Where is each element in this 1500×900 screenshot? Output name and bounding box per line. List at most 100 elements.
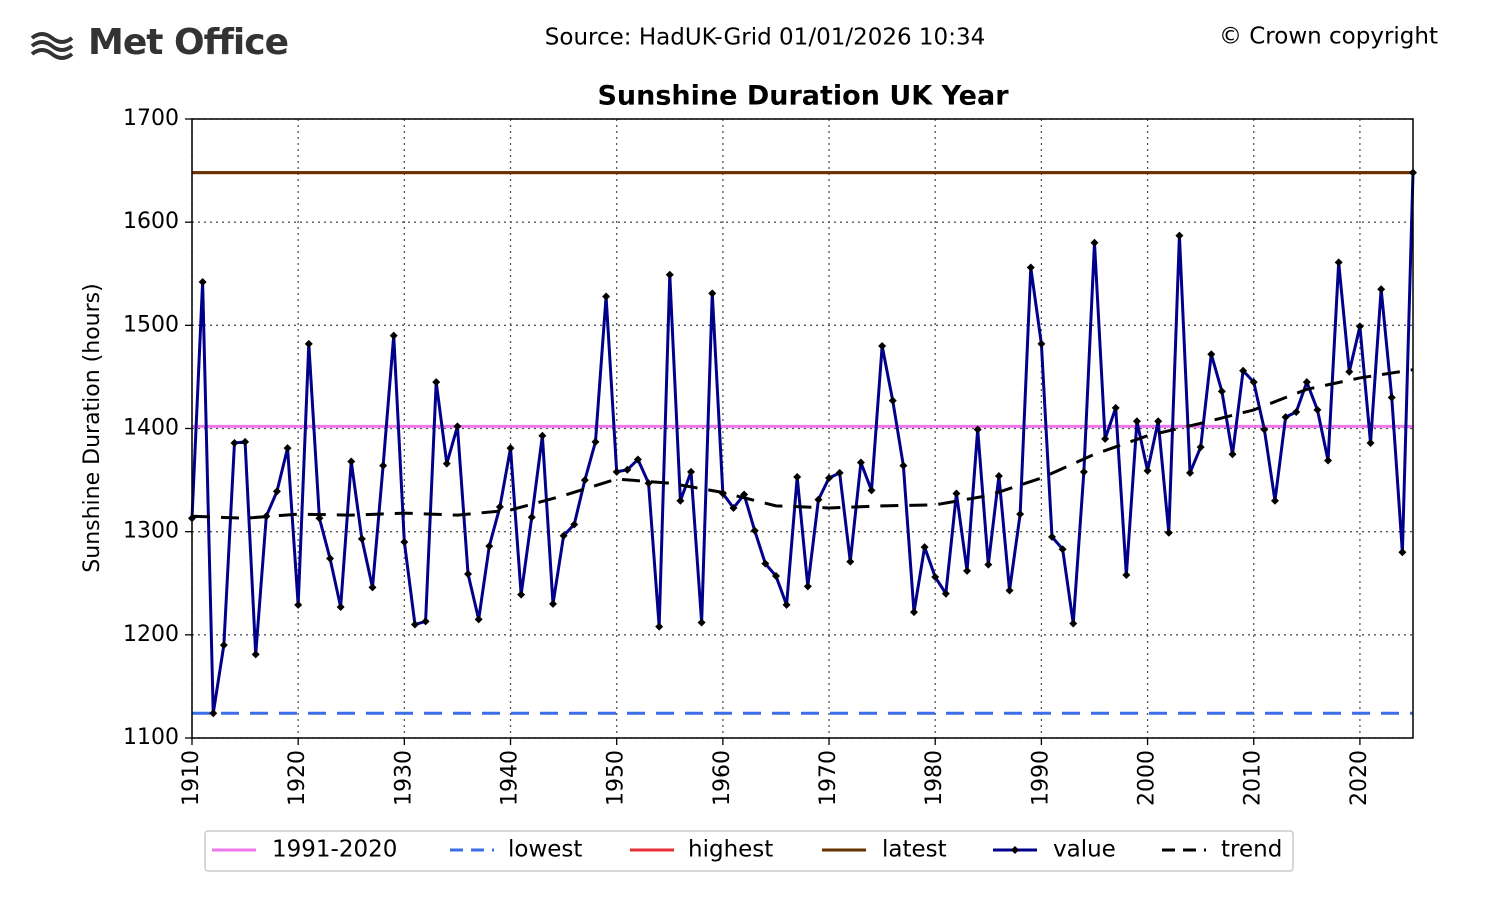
marker <box>729 503 738 512</box>
x-tick-label: 1980 <box>922 750 947 806</box>
marker <box>1164 528 1173 537</box>
y-tick-label: 1600 <box>123 209 179 234</box>
marker <box>1228 450 1237 459</box>
marker <box>1122 570 1131 579</box>
marker <box>697 618 706 627</box>
marker <box>495 502 504 511</box>
marker <box>379 461 388 470</box>
marker <box>336 602 345 611</box>
marker <box>687 467 696 476</box>
marker <box>1058 545 1067 554</box>
marker <box>538 431 547 440</box>
marker <box>1016 510 1025 519</box>
marker <box>655 622 664 631</box>
x-tick-label: 1940 <box>498 750 523 806</box>
marker <box>931 573 940 582</box>
x-tick-label: 1920 <box>285 750 310 806</box>
marker <box>209 709 218 718</box>
marker <box>1217 387 1226 396</box>
marker <box>1355 322 1364 331</box>
x-tick-label: 1960 <box>710 750 735 806</box>
marker <box>198 278 207 287</box>
marker <box>1249 378 1258 387</box>
y-tick-label: 1300 <box>123 519 179 544</box>
legend-label: lowest <box>508 837 582 863</box>
legend-marker <box>1011 846 1019 854</box>
plot-frame <box>191 118 1414 739</box>
marker <box>1101 434 1110 443</box>
marker <box>1090 238 1099 247</box>
marker <box>761 559 770 568</box>
legend-label: highest <box>688 837 773 863</box>
marker <box>676 496 685 505</box>
marker <box>708 289 717 298</box>
marker <box>453 422 462 431</box>
marker <box>400 537 409 546</box>
marker <box>1037 339 1046 348</box>
marker <box>793 472 802 481</box>
marker <box>1270 496 1279 505</box>
marker <box>506 444 515 453</box>
marker <box>782 600 791 609</box>
marker <box>899 461 908 470</box>
marker <box>1292 407 1301 416</box>
marker <box>878 341 887 350</box>
marker <box>230 438 239 447</box>
copyright: © Crown copyright <box>1219 24 1438 50</box>
marker <box>1334 258 1343 267</box>
legend-label: value <box>1053 837 1116 863</box>
marker <box>326 554 335 563</box>
y-tick-label: 1100 <box>123 725 179 750</box>
marker <box>1175 231 1184 240</box>
marker <box>888 396 897 405</box>
marker <box>644 479 653 488</box>
marker <box>283 444 292 453</box>
marker <box>1387 393 1396 402</box>
y-axis-label: Sunshine Duration (hours) <box>80 283 105 572</box>
marker <box>432 378 441 387</box>
marker <box>548 599 557 608</box>
y-tick-label: 1700 <box>123 106 179 131</box>
marker <box>1260 425 1269 434</box>
x-tick-label: 2020 <box>1347 750 1372 806</box>
marker <box>835 468 844 477</box>
y-tick-label: 1200 <box>123 622 179 647</box>
marker <box>920 543 929 552</box>
marker <box>1377 285 1386 294</box>
marker <box>219 641 228 650</box>
marker <box>580 476 589 485</box>
marker <box>591 437 600 446</box>
x-tick-label: 1910 <box>179 750 204 806</box>
marker <box>251 650 260 659</box>
marker <box>750 526 759 535</box>
series-line <box>191 368 1414 520</box>
marker <box>973 425 982 434</box>
marker <box>771 572 780 581</box>
marker <box>347 457 356 466</box>
marker <box>909 608 918 617</box>
marker <box>1324 456 1333 465</box>
logo-text: Met Office <box>88 22 288 63</box>
marker <box>527 513 536 522</box>
marker <box>389 331 398 340</box>
legend-label: trend <box>1221 837 1282 863</box>
source: Source: HadUK-Grid 01/01/2026 10:34 <box>545 25 985 51</box>
marker <box>963 566 972 575</box>
marker <box>1281 413 1290 422</box>
marker <box>1132 417 1141 426</box>
x-tick-label: 1930 <box>391 750 416 806</box>
marker <box>941 589 950 598</box>
marker <box>867 486 876 495</box>
marker <box>1345 367 1354 376</box>
marker <box>1398 548 1407 557</box>
marker <box>1048 532 1057 541</box>
marker <box>1302 378 1311 387</box>
x-tick-label: 1970 <box>816 750 841 806</box>
marker <box>517 590 526 599</box>
marker <box>825 474 834 483</box>
marker <box>1239 366 1248 375</box>
marker <box>1111 403 1120 412</box>
logo <box>30 32 74 60</box>
chart-title: Sunshine Duration UK Year <box>597 81 1009 112</box>
